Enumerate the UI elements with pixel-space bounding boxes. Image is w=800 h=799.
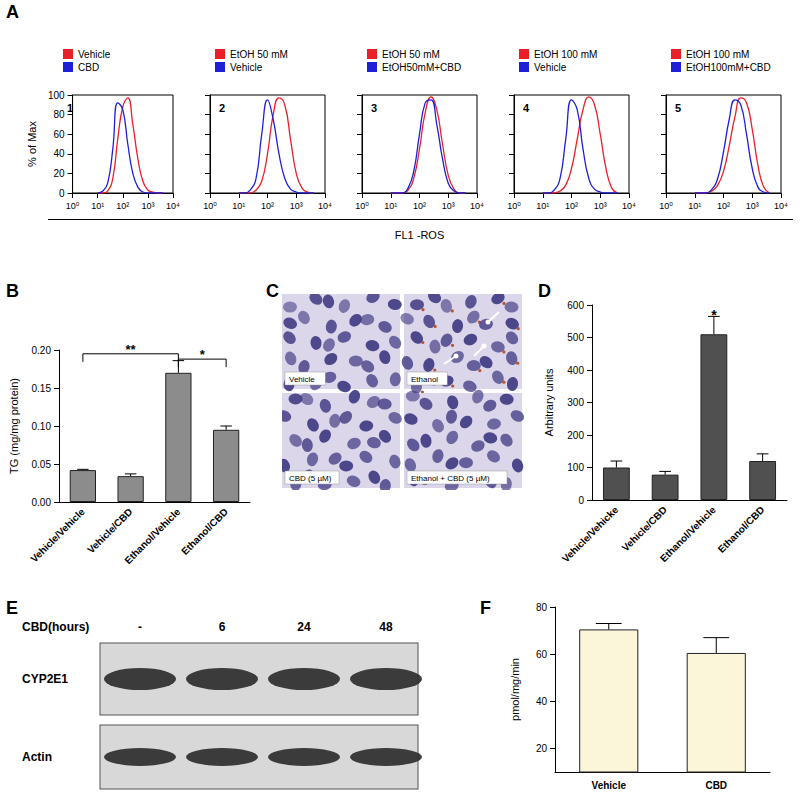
svg-text:3: 3 <box>371 102 377 114</box>
html-text:E: E <box>6 598 18 618</box>
svg-text:10¹: 10¹ <box>536 201 549 211</box>
svg-text:Ethanol + CBD (5 µM): Ethanol + CBD (5 µM) <box>411 474 490 483</box>
svg-text:Arbitrary units: Arbitrary units <box>543 368 555 436</box>
svg-text:24: 24 <box>297 620 311 634</box>
html-text:C: C <box>266 281 279 301</box>
svg-text:Actin: Actin <box>22 750 52 764</box>
svg-text:10³: 10³ <box>746 201 759 211</box>
svg-text:EtOH 100 mM: EtOH 100 mM <box>686 49 749 60</box>
svg-text:10⁰: 10⁰ <box>507 201 521 211</box>
svg-text:pmol/mg/min: pmol/mg/min <box>509 658 521 721</box>
svg-text:1: 1 <box>67 102 73 114</box>
svg-text:5: 5 <box>675 102 681 114</box>
svg-text:10⁰: 10⁰ <box>659 201 673 211</box>
svg-text:10³: 10³ <box>141 201 154 211</box>
svg-text:0.00: 0.00 <box>32 497 52 508</box>
svg-text:80: 80 <box>53 109 65 120</box>
svg-text:10¹: 10¹ <box>688 201 701 211</box>
svg-text:% of Max: % of Max <box>26 121 38 167</box>
svg-text:*: * <box>711 307 717 323</box>
svg-text:CBD(hours): CBD(hours) <box>22 620 89 634</box>
svg-text:Ethanol/CBD: Ethanol/CBD <box>716 504 767 555</box>
svg-text:Vehicle: Vehicle <box>78 49 111 60</box>
svg-text:EtOH50mM+CBD: EtOH50mM+CBD <box>382 62 461 73</box>
svg-text:CBD: CBD <box>78 62 99 73</box>
svg-text:100: 100 <box>567 462 584 473</box>
svg-text:2: 2 <box>219 102 225 114</box>
svg-text:10¹: 10¹ <box>232 201 245 211</box>
svg-text:Vehicle: Vehicle <box>592 780 627 791</box>
svg-text:10⁴: 10⁴ <box>774 201 788 211</box>
svg-text:20: 20 <box>53 168 65 179</box>
svg-text:Vehicle/Vehicle: Vehicle/Vehicle <box>28 506 87 565</box>
svg-text:48: 48 <box>379 620 393 634</box>
svg-text:10⁰: 10⁰ <box>355 201 369 211</box>
svg-text:Vehicle: Vehicle <box>289 375 315 384</box>
svg-text:EtOH100mM+CBD: EtOH100mM+CBD <box>686 62 771 73</box>
svg-text:10⁴: 10⁴ <box>622 201 636 211</box>
svg-text:4: 4 <box>523 102 530 114</box>
svg-text:60: 60 <box>53 129 65 140</box>
svg-text:6: 6 <box>219 620 226 634</box>
svg-text:FL1 -ROS: FL1 -ROS <box>395 229 445 241</box>
svg-text:10¹: 10¹ <box>384 201 397 211</box>
svg-text:CBD: CBD <box>705 780 727 791</box>
svg-text:Vehicle/Vehicke: Vehicle/Vehicke <box>560 504 621 565</box>
svg-text:10³: 10³ <box>290 201 303 211</box>
svg-text:40: 40 <box>536 696 548 707</box>
svg-text:EtOH 100 mM: EtOH 100 mM <box>534 49 597 60</box>
svg-text:10²: 10² <box>717 201 730 211</box>
svg-text:EtOH 50 mM: EtOH 50 mM <box>230 49 288 60</box>
html-text:D: D <box>538 281 551 301</box>
svg-text:10³: 10³ <box>442 201 455 211</box>
svg-text:CBD (5 µM): CBD (5 µM) <box>289 474 332 483</box>
svg-text:600: 600 <box>567 300 584 311</box>
svg-text:80: 80 <box>536 602 548 613</box>
svg-text:300: 300 <box>567 397 584 408</box>
html-text:A: A <box>6 2 19 22</box>
svg-text:10⁴: 10⁴ <box>470 201 484 211</box>
svg-text:10¹: 10¹ <box>91 201 104 211</box>
svg-text:10²: 10² <box>261 201 274 211</box>
svg-text:10⁴: 10⁴ <box>166 201 180 211</box>
svg-text:Vehicle: Vehicle <box>230 62 263 73</box>
svg-text:0: 0 <box>578 495 584 506</box>
svg-text:10²: 10² <box>116 201 129 211</box>
svg-text:0.10: 0.10 <box>32 421 52 432</box>
svg-text:Vehicle/CBD: Vehicle/CBD <box>620 504 669 553</box>
svg-text:Vehicle/CBD: Vehicle/CBD <box>85 506 134 555</box>
svg-text:10³: 10³ <box>594 201 607 211</box>
svg-text:TG (mg/mg protein): TG (mg/mg protein) <box>8 378 20 474</box>
svg-text:0.05: 0.05 <box>32 459 52 470</box>
svg-text:10⁴: 10⁴ <box>318 201 332 211</box>
svg-text:10²: 10² <box>565 201 578 211</box>
svg-text:10⁰: 10⁰ <box>203 201 217 211</box>
svg-text:20: 20 <box>536 743 548 754</box>
svg-text:EtOH 50 mM: EtOH 50 mM <box>382 49 440 60</box>
svg-text:Ethanol/Vehicle: Ethanol/Vehicle <box>122 506 182 566</box>
svg-text:40: 40 <box>53 148 65 159</box>
svg-text:Vehicle: Vehicle <box>534 62 567 73</box>
html-text:B: B <box>6 281 19 301</box>
svg-text:Ethanol: Ethanol <box>411 375 438 384</box>
svg-text:500: 500 <box>567 332 584 343</box>
svg-text:CYP2E1: CYP2E1 <box>22 672 68 686</box>
svg-text:-: - <box>138 620 142 634</box>
svg-text:**: ** <box>126 342 137 357</box>
svg-text:100: 100 <box>48 90 65 101</box>
svg-text:0: 0 <box>59 188 65 199</box>
svg-text:400: 400 <box>567 365 584 376</box>
svg-text:Ethanol/CBD: Ethanol/CBD <box>179 506 230 557</box>
svg-text:10⁰: 10⁰ <box>66 201 80 211</box>
svg-text:0.20: 0.20 <box>32 345 52 356</box>
svg-text:Ethanol/Vehicle: Ethanol/Vehicle <box>658 504 718 564</box>
svg-text:0.15: 0.15 <box>32 383 52 394</box>
svg-text:*: * <box>200 347 206 362</box>
svg-text:10²: 10² <box>413 201 426 211</box>
svg-text:60: 60 <box>536 649 548 660</box>
svg-text:200: 200 <box>567 430 584 441</box>
html-text:F: F <box>480 598 491 618</box>
